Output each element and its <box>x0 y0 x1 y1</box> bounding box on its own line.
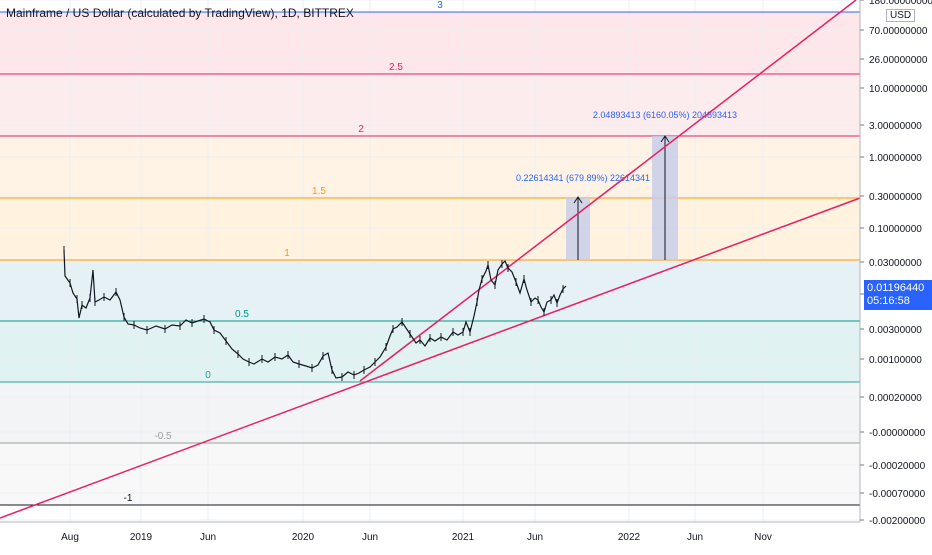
fib-level-label: 1 <box>284 248 290 259</box>
currency-label[interactable]: USD <box>886 9 916 22</box>
y-tick-label: -0.00070000 <box>869 489 926 500</box>
x-tick-label: Jun <box>527 532 543 543</box>
price-series <box>63 246 567 381</box>
x-tick-label: Aug <box>61 532 79 543</box>
price-axis <box>860 0 932 550</box>
fib-band <box>0 382 860 443</box>
fib-level-label: 0.5 <box>235 309 249 320</box>
y-tick-label: -0.00020000 <box>869 461 926 472</box>
chart-title: Mainframe / US Dollar (calculated by Tra… <box>6 6 354 20</box>
measure-label: 0.22614341 (679.89%) 22614341 <box>516 173 650 183</box>
fib-band <box>0 321 860 382</box>
fib-level-label: -1 <box>124 493 133 504</box>
y-tick-label: 0.30000000 <box>869 192 922 203</box>
y-tick-label: 0.00100000 <box>869 355 922 366</box>
y-tick-label: 10.00000000 <box>869 84 928 95</box>
y-tick-label: -0.00200000 <box>869 516 926 527</box>
x-tick-label: Jun <box>687 532 703 543</box>
y-tick-label: 70.00000000 <box>869 26 928 37</box>
fib-band <box>0 198 860 260</box>
x-tick-label: 2019 <box>130 532 153 543</box>
fib-level-label: -0.5 <box>154 431 172 442</box>
x-tick-label: 2020 <box>292 532 315 543</box>
fib-level-label: 0 <box>205 370 211 381</box>
last-price-badge: 0.01196440 05:16:58 <box>864 280 932 310</box>
x-tick-label: Nov <box>754 532 772 543</box>
y-tick-label: 3.00000000 <box>869 121 922 132</box>
x-tick-label: Jun <box>362 532 378 543</box>
last-price: 0.01196440 <box>867 282 925 294</box>
measure-arrowhead <box>573 196 583 204</box>
y-tick-label: 0.00300000 <box>869 325 922 336</box>
fib-level-label: 2.5 <box>389 62 403 73</box>
fib-level-label: 1.5 <box>312 186 326 197</box>
x-tick-label: Jun <box>200 532 216 543</box>
grid <box>0 0 860 522</box>
fib-level-label: 3 <box>437 0 443 11</box>
fib-band <box>0 74 860 136</box>
measure-arrowhead <box>660 135 670 143</box>
y-tick-label: 26.00000000 <box>869 55 928 66</box>
fib-band <box>0 136 860 198</box>
y-tick-label: -0.00000000 <box>869 428 926 439</box>
bar-countdown: 05:16:58 <box>867 295 910 307</box>
trend-line-resistance <box>359 0 857 382</box>
y-tick-label: 0.00020000 <box>869 393 922 404</box>
fib-band <box>0 443 860 505</box>
x-tick-label: 2022 <box>618 532 641 543</box>
y-tick-label: 180.00000000 <box>869 0 932 7</box>
x-tick-label: 2021 <box>452 532 475 543</box>
trend-line-support <box>0 197 861 519</box>
fib-level-label: 2 <box>358 124 364 135</box>
fib-band <box>0 260 860 321</box>
fib-band <box>0 12 860 74</box>
price-line <box>63 249 567 379</box>
measure-label: 2.04893413 (6160.05%) 204893413 <box>593 110 737 120</box>
y-tick-label: 0.03000000 <box>869 258 922 269</box>
y-tick-label: 0.10000000 <box>869 224 922 235</box>
y-tick-label: 1.00000000 <box>869 153 922 164</box>
